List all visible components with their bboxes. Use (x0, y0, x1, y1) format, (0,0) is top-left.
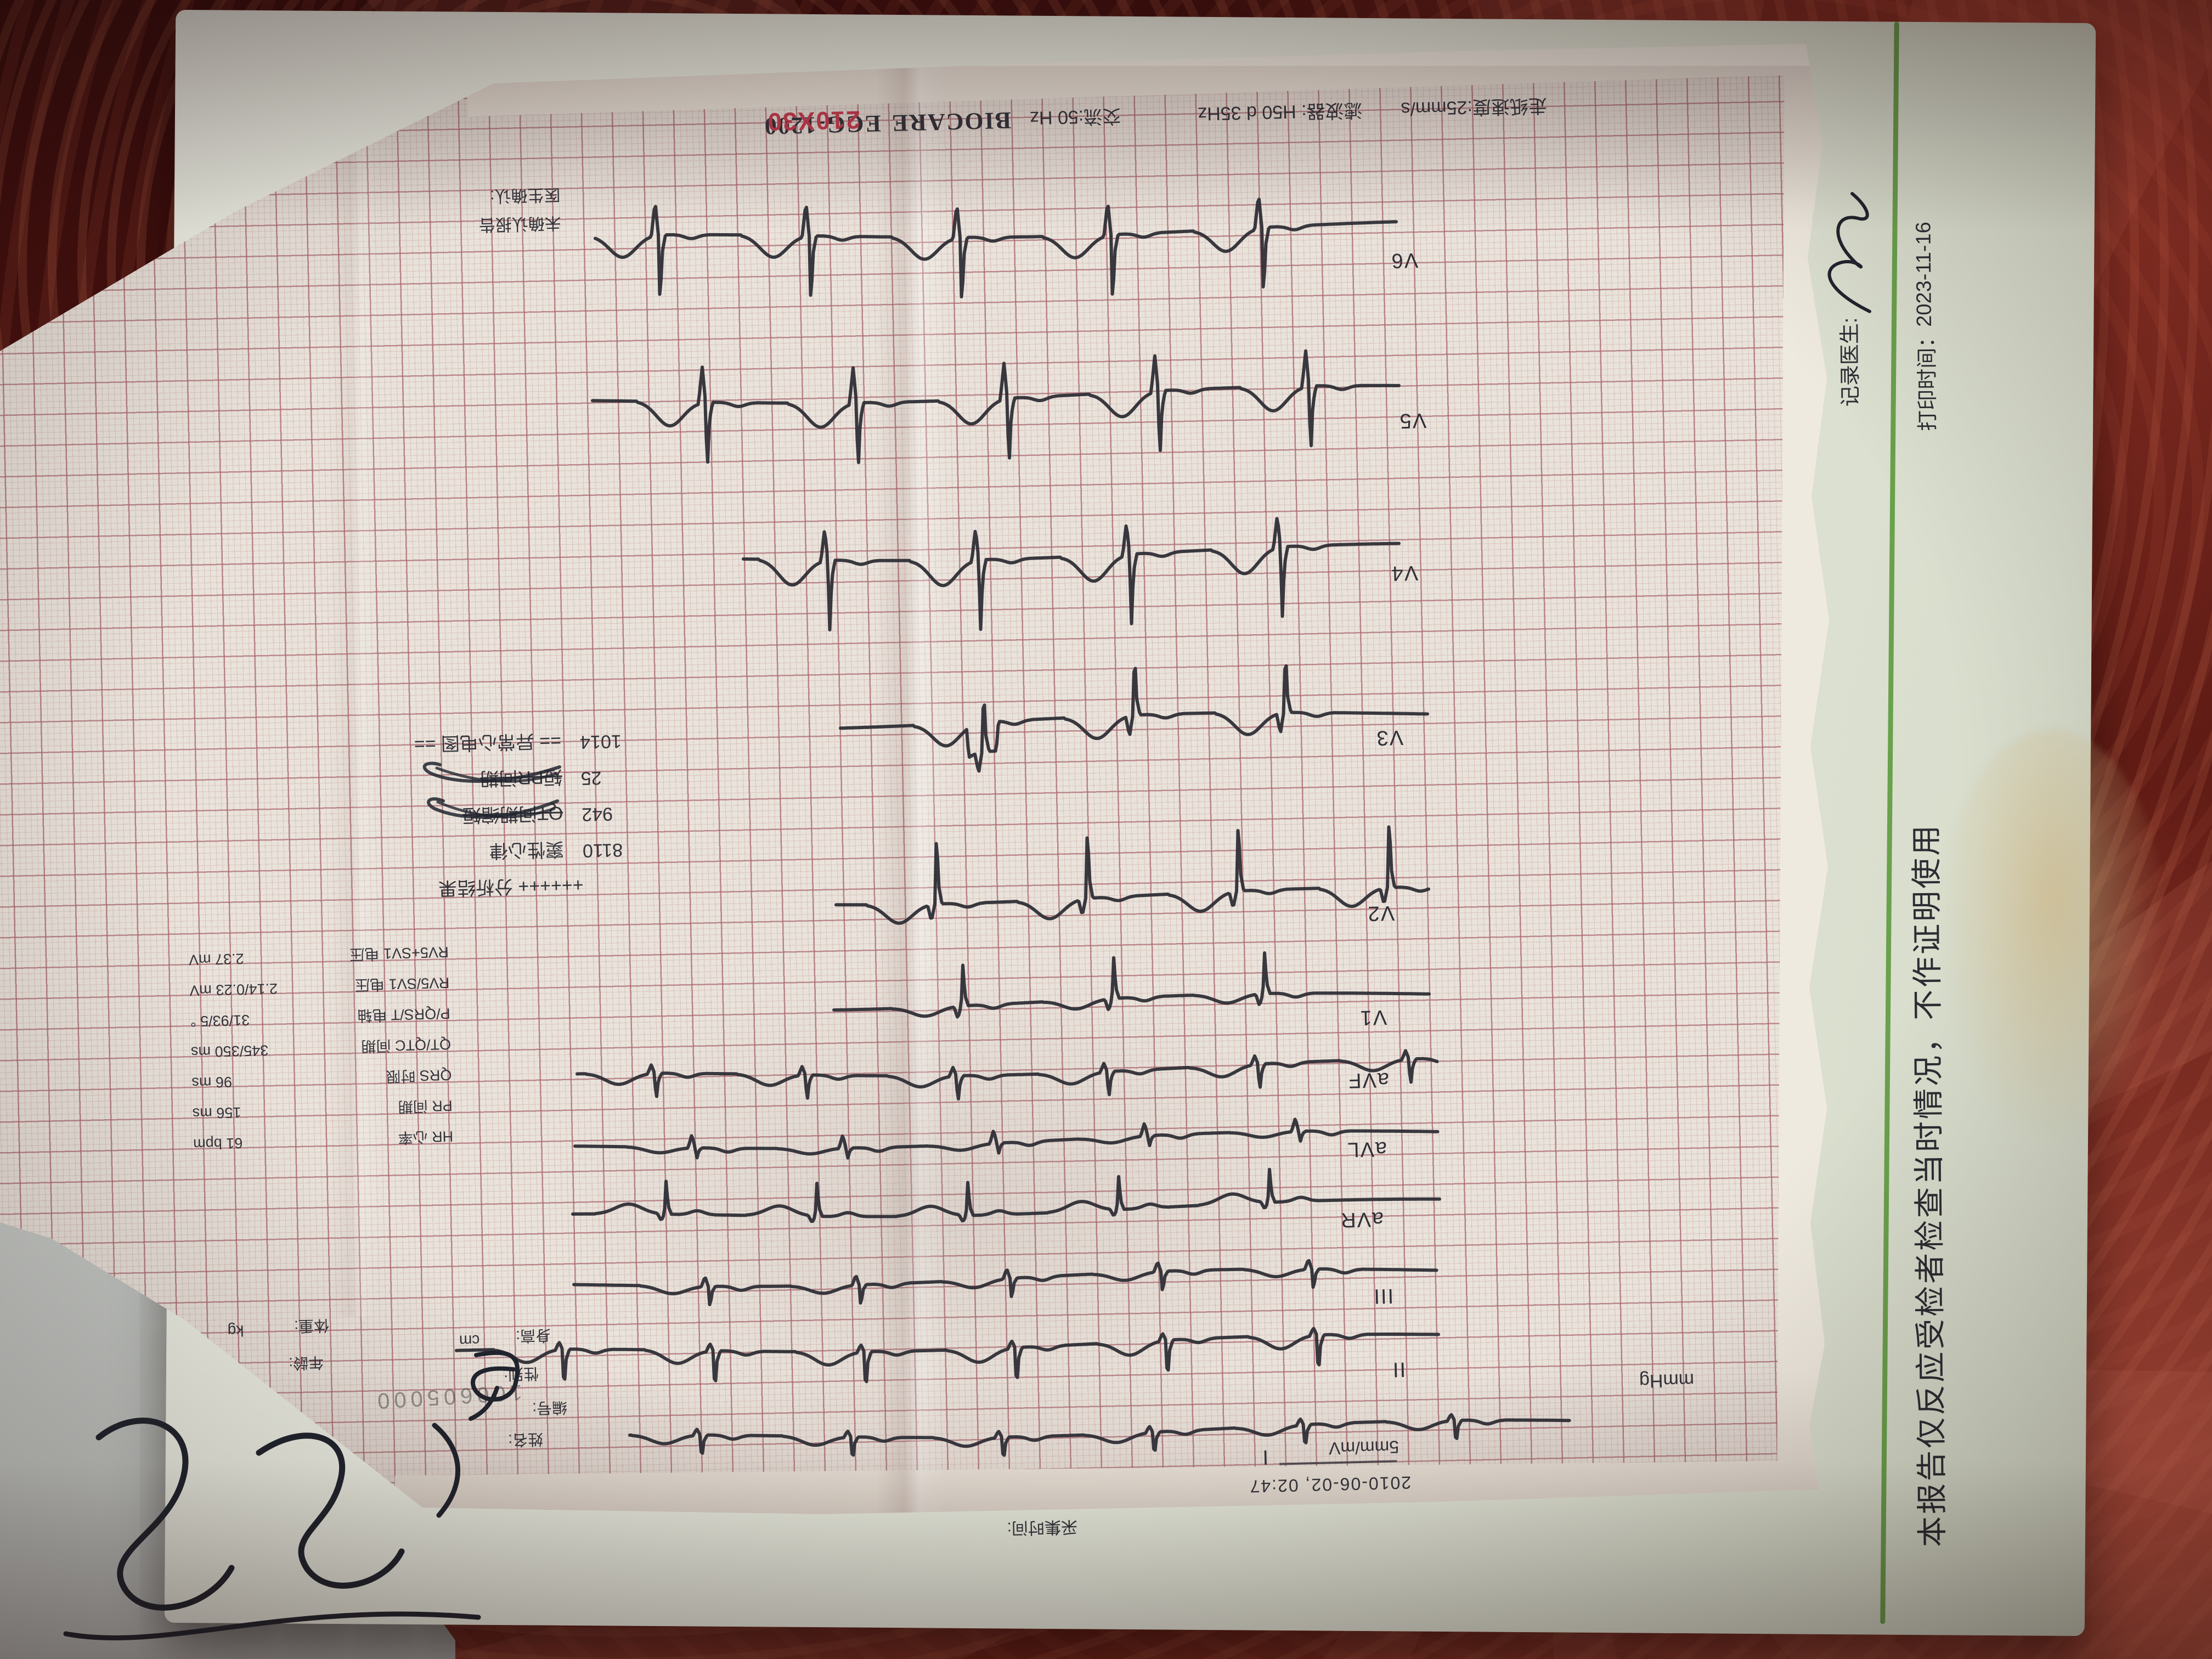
ecg-trace-ii (455, 1327, 1440, 1384)
handwritten-sex (471, 1350, 520, 1402)
ecg-trace-v4 (742, 517, 1401, 631)
handwritten-name (63, 1611, 481, 1640)
ecg-trace-avf (575, 1049, 1439, 1101)
strike-mark (435, 766, 558, 783)
ecg-trace-iii (572, 1259, 1438, 1306)
handwritten-name (432, 1423, 461, 1518)
ecg-trace-avl (573, 1118, 1440, 1160)
ecg-trace-v3 (839, 664, 1429, 773)
strike-mark (427, 797, 559, 819)
handwritten-name (95, 1418, 235, 1611)
recorder-signature (1827, 191, 1871, 313)
ecg-trace-v5 (591, 349, 1401, 464)
ecg-trace-i (628, 1413, 1571, 1457)
handwritten-name (256, 1432, 405, 1589)
ecg-trace-v2 (834, 825, 1430, 925)
ecg-trace-v6 (594, 198, 1398, 298)
strike-mark (422, 761, 561, 783)
strike-mark (436, 800, 556, 819)
handwritten-sex (469, 1386, 499, 1421)
object-shadow (1937, 730, 2167, 1147)
ecg-trace-v1 (832, 951, 1431, 1019)
ecg-trace-avr (571, 1167, 1441, 1223)
